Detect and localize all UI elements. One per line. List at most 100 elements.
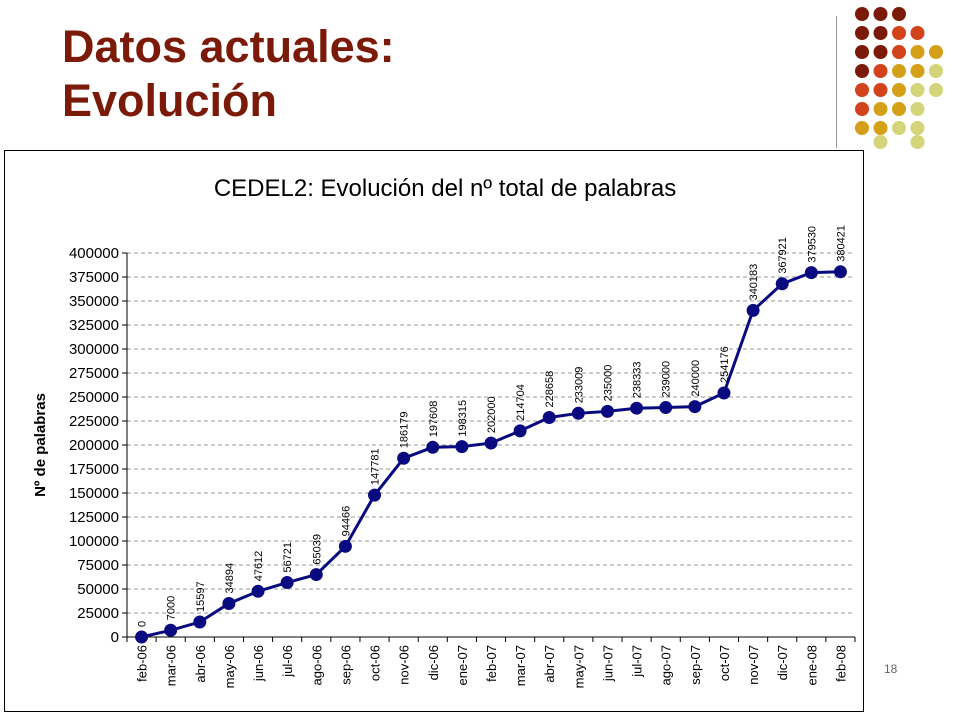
data-label: 239000 <box>661 361 673 398</box>
data-label: 228658 <box>544 371 556 408</box>
x-tick-label: ago-06 <box>309 645 324 685</box>
data-point <box>513 424 527 438</box>
data-point <box>193 615 207 629</box>
data-point <box>251 584 265 598</box>
decorative-dot <box>892 7 906 21</box>
data-point <box>717 386 731 400</box>
x-tick-label: nov-06 <box>397 645 412 685</box>
x-tick-label: feb-07 <box>484 645 499 682</box>
x-tick-label: oct-06 <box>368 645 383 681</box>
decorative-dot <box>910 45 925 59</box>
x-tick-label: nov-07 <box>746 645 761 685</box>
y-tick-label: 25000 <box>77 605 119 622</box>
y-tick-label: 375000 <box>69 269 119 286</box>
decorative-dot <box>855 7 869 21</box>
decorative-dot <box>910 121 925 135</box>
y-axis-label: Nº de palabras <box>32 393 49 497</box>
decorative-dot <box>910 135 925 149</box>
data-label: 197608 <box>428 401 440 438</box>
y-tick-label: 0 <box>111 629 119 646</box>
decorative-dot <box>910 26 925 40</box>
data-label: 147781 <box>370 448 382 485</box>
decorative-dot <box>892 102 906 116</box>
y-tick-label: 400000 <box>69 245 119 262</box>
y-tick-label: 350000 <box>69 293 119 310</box>
data-label: 7000 <box>166 596 178 620</box>
x-tick-label: jun-06 <box>251 645 266 682</box>
decorative-dot <box>855 64 869 78</box>
data-point <box>164 623 178 637</box>
series-line <box>141 270 841 639</box>
y-tick-label: 225000 <box>69 413 119 430</box>
data-point <box>455 440 469 454</box>
decorative-dot <box>873 64 888 78</box>
x-tick-label: sep-07 <box>688 645 703 685</box>
data-point <box>659 401 673 415</box>
decorative-dot <box>892 26 906 40</box>
x-tick-label: may-06 <box>222 645 237 688</box>
data-label: 186179 <box>399 412 411 449</box>
decorative-dot <box>855 83 869 97</box>
y-tick-label: 100000 <box>69 533 119 550</box>
data-point <box>688 400 702 414</box>
data-label: 56721 <box>282 542 294 573</box>
data-label: 367921 <box>777 237 789 274</box>
data-point <box>833 265 847 279</box>
decorative-dot <box>929 83 943 97</box>
data-point <box>135 630 149 644</box>
x-tick-label: ene-07 <box>455 645 470 685</box>
decorative-dot <box>910 83 925 97</box>
x-tick-label: jul-07 <box>630 645 645 678</box>
data-point <box>542 410 556 424</box>
data-label: 15597 <box>195 581 207 612</box>
y-tick-label: 75000 <box>77 557 119 574</box>
y-tick-label: 125000 <box>69 509 119 526</box>
data-label: 94466 <box>340 506 352 537</box>
data-label: 379530 <box>806 226 818 263</box>
x-tick-label: abr-07 <box>542 645 557 683</box>
decorative-dot <box>892 83 906 97</box>
decorative-dot <box>910 64 925 78</box>
data-point <box>600 404 614 418</box>
slide-title: Datos actuales: Evolución <box>62 20 622 128</box>
data-label: 34894 <box>224 563 236 594</box>
data-point <box>397 451 411 465</box>
data-point <box>426 440 440 454</box>
data-point <box>746 303 760 317</box>
data-point <box>775 277 789 291</box>
decorative-dot <box>873 45 888 59</box>
line-chart: CEDEL2: Evolución del nº total de palabr… <box>32 175 856 688</box>
data-point <box>484 436 498 450</box>
data-label: 340183 <box>748 264 760 301</box>
y-tick-label: 50000 <box>77 581 119 598</box>
slide-title-line2: Evolución <box>62 75 278 126</box>
data-label: 240000 <box>690 360 702 397</box>
decorative-dot <box>892 64 906 78</box>
x-tick-label: ene-08 <box>804 645 819 685</box>
data-label: 0 <box>137 621 149 627</box>
decorative-dot <box>892 121 906 135</box>
y-tick-label: 200000 <box>69 437 119 454</box>
decorative-dot <box>873 26 888 40</box>
data-label: 233009 <box>573 367 585 404</box>
decorative-dot <box>855 45 869 59</box>
decorative-dot <box>873 7 888 21</box>
chart-title: CEDEL2: Evolución del nº total de palabr… <box>214 175 676 202</box>
chart-frame: CEDEL2: Evolución del nº total de palabr… <box>4 150 864 712</box>
data-point <box>571 406 585 420</box>
decorative-dot <box>855 121 869 135</box>
x-tick-label: feb-08 <box>833 645 848 682</box>
data-label: 47612 <box>253 551 265 582</box>
data-label: 65039 <box>311 534 323 565</box>
x-tick-label: sep-06 <box>338 645 353 685</box>
y-tick-label: 150000 <box>69 485 119 502</box>
x-tick-label: mar-07 <box>513 645 528 686</box>
data-point <box>368 488 382 502</box>
x-tick-label: jun-07 <box>600 645 615 682</box>
y-tick-label: 250000 <box>69 389 119 406</box>
x-tick-label: may-07 <box>571 645 586 688</box>
data-point <box>280 576 294 590</box>
x-tick-label: feb-06 <box>135 645 150 682</box>
x-tick-label: mar-06 <box>164 645 179 686</box>
data-label: 380421 <box>835 225 847 262</box>
